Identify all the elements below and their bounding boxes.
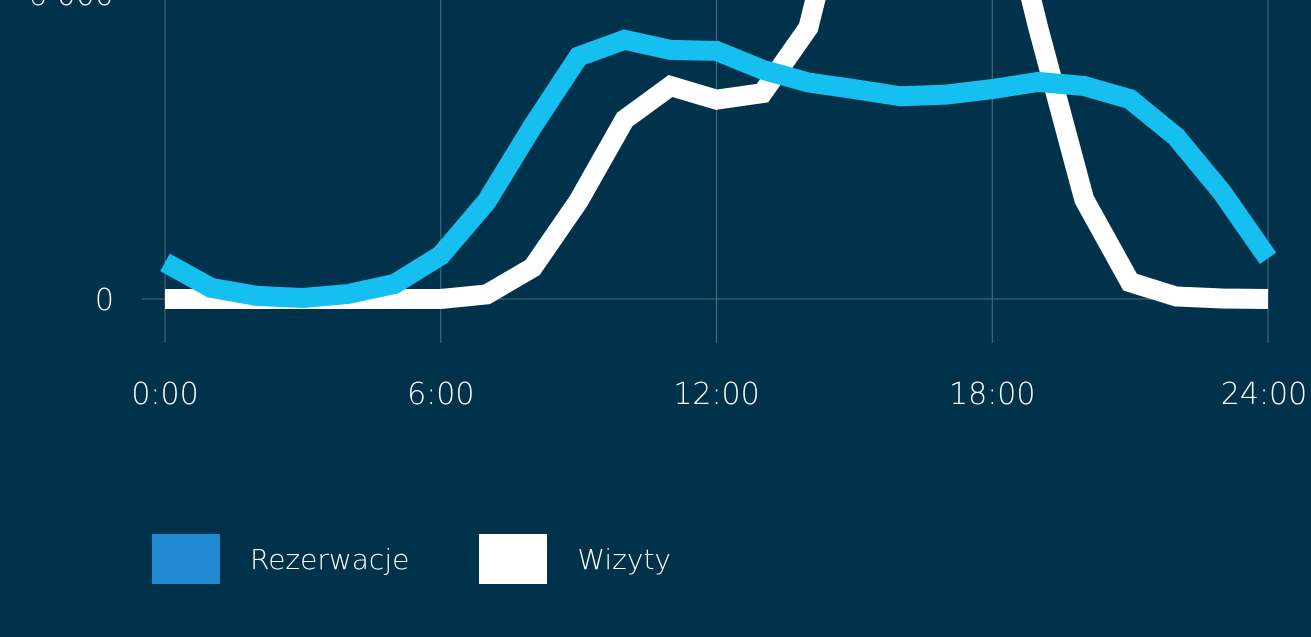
series-lines xyxy=(160,0,1277,309)
y-tick-label: 6 000 xyxy=(28,0,114,13)
x-tick-label: 6:00 xyxy=(407,377,474,412)
x-tick-label: 12:00 xyxy=(673,377,759,412)
legend-item-rezerwacje[interactable]: Rezerwacje xyxy=(152,534,409,584)
x-tick-label: 18:00 xyxy=(949,377,1035,412)
legend-label-wizyty: Wizyty xyxy=(577,542,671,576)
y-tick-labels: 0 6 000 xyxy=(28,0,114,318)
legend: Rezerwacje Wizyty xyxy=(152,534,741,584)
y-tick-label: 0 xyxy=(95,283,114,318)
series-line-rezerwacje xyxy=(160,29,1277,309)
legend-swatch-rezerwacje xyxy=(152,534,220,584)
x-tick-label: 0:00 xyxy=(131,377,198,412)
legend-swatch-wizyty xyxy=(479,534,548,584)
legend-item-wizyty[interactable]: Wizyty xyxy=(479,534,671,584)
x-tick-label: 24:00 xyxy=(1221,377,1307,412)
legend-label-rezerwacje: Rezerwacje xyxy=(250,542,410,576)
x-tick-labels: 0:00 6:00 12:00 18:00 24:00 xyxy=(131,377,1307,412)
